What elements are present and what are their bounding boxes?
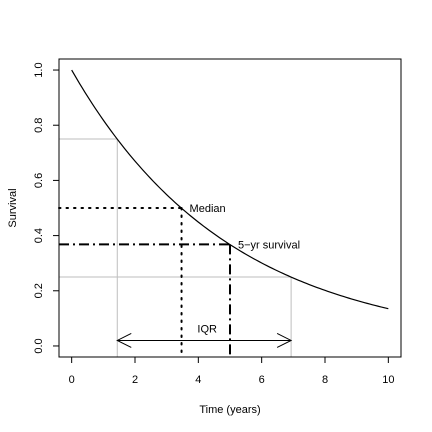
- x-axis-title: Time (years): [199, 404, 260, 416]
- iqr-arrow-head-right: [276, 332, 293, 348]
- five-year-label: 5−yr survival: [238, 239, 300, 251]
- x-tick-label: 6: [259, 374, 265, 386]
- y-tick-label: 0.8: [33, 118, 45, 133]
- y-tick-label: 0.2: [33, 283, 45, 298]
- y-tick-label: 0.4: [33, 228, 45, 243]
- y-axis-title: Survival: [7, 188, 19, 227]
- y-tick-label: 0.6: [33, 173, 45, 188]
- x-tick-label: 0: [69, 374, 75, 386]
- y-tick-label: 1.0: [33, 62, 45, 77]
- x-tick-label: 10: [382, 374, 394, 386]
- quartile-reference-lines: [59, 138, 292, 357]
- x-tick-label: 2: [132, 374, 138, 386]
- reference-lines: [58, 207, 231, 358]
- y-axis: 0.0 0.2 0.4 0.6 0.8 1.0: [33, 62, 60, 354]
- iqr-arrow-head-left: [116, 332, 132, 348]
- iqr-label: IQR: [197, 323, 217, 335]
- iqr-arrow: [116, 332, 293, 348]
- x-tick-label: 4: [195, 374, 201, 386]
- median-label: Median: [190, 203, 226, 215]
- survival-curve: [71, 69, 389, 310]
- y-tick-label: 0.0: [33, 338, 45, 353]
- annotations: Median 5−yr survival IQR: [190, 203, 300, 335]
- x-tick-label: 8: [322, 374, 328, 386]
- x-axis: 0 2 4 6 8 10: [69, 356, 394, 386]
